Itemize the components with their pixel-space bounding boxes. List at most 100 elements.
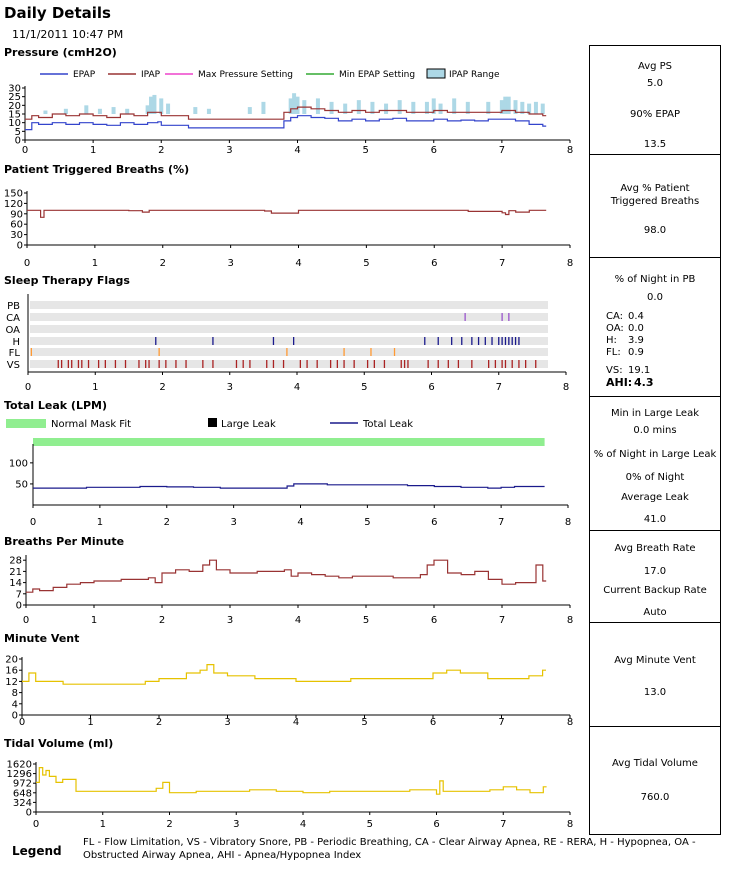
- triggered-x-tick-label: 2: [160, 258, 166, 269]
- ipap-range-bar: [149, 96, 154, 114]
- ipap-range-bar: [145, 105, 150, 114]
- stats-flags: % of Night in PB 0.0 CA: 0.4 OA: 0.0 H: …: [590, 258, 720, 397]
- leak-x-tick-label: 3: [230, 517, 236, 528]
- stats-leak: Min in Large Leak 0.0 mins % of Night in…: [590, 397, 720, 531]
- mvent-x-tick-label: 0: [19, 717, 25, 728]
- ca-value: 0.4: [628, 311, 644, 322]
- pressure-legend-label: IPAP: [141, 70, 161, 80]
- ipap-range-bar: [166, 103, 171, 114]
- mvent-y-tick-label: 20: [5, 655, 18, 666]
- ipap-range-bar: [513, 100, 518, 114]
- leak-y-tick-label: 100: [9, 458, 28, 469]
- pressure-y-tick-label: 15: [8, 110, 21, 121]
- pressure-x-tick-label: 6: [431, 145, 437, 156]
- bpm-x-tick-label: 6: [431, 615, 437, 626]
- ipap-range-bar: [438, 103, 443, 114]
- leak-x-tick-label: 2: [164, 517, 170, 528]
- avg-tidal-volume-label: Avg Tidal Volume: [612, 758, 698, 769]
- stats-bpm: Avg Breath Rate 17.0 Current Backup Rate…: [590, 531, 720, 623]
- tidal-x-tick-label: 1: [100, 819, 106, 830]
- ipap-range-bar: [384, 103, 389, 114]
- ipap-range-bar: [97, 108, 102, 114]
- mvent-x-tick-label: 5: [361, 717, 367, 728]
- pb-value: 0.0: [647, 292, 663, 303]
- leak-x-tick-label: 7: [498, 517, 504, 528]
- flag-track-h: [30, 337, 548, 345]
- pressure-legend-label: Max Pressure Setting: [198, 70, 293, 80]
- flag-track-pb: [30, 301, 548, 309]
- pressure-x-tick-label: 5: [362, 145, 368, 156]
- mvent-y-tick-label: 12: [5, 677, 18, 688]
- mvent-x-tick-label: 6: [430, 717, 436, 728]
- ipap-range-bar: [295, 96, 300, 114]
- mvent-x-tick-label: 7: [498, 717, 504, 728]
- pressure-x-tick-label: 7: [499, 145, 505, 156]
- flag-track-fl: [30, 348, 548, 356]
- legend-title: Legend: [12, 844, 62, 858]
- ipap-range-bar: [247, 107, 252, 114]
- bpm-x-tick-label: 4: [295, 615, 301, 626]
- pressure-x-tick-label: 8: [567, 145, 573, 156]
- pressure-y-tick-label: 30: [8, 84, 21, 95]
- backup-rate-value: Auto: [643, 607, 667, 618]
- flag-row-label: FL: [9, 348, 21, 359]
- mvent-series-minute-vent: [22, 664, 546, 685]
- pressure-legend-label: Min EPAP Setting: [339, 70, 415, 80]
- h-label: H:: [606, 335, 617, 346]
- large-leak-swatch: [208, 418, 217, 427]
- normal-mask-fit-band: [33, 438, 545, 446]
- report-datetime: 11/1/2011 10:47 PM: [12, 28, 124, 41]
- bpm-x-tick-label: 2: [159, 615, 165, 626]
- ipap-range-bar: [527, 103, 532, 114]
- ipap-range-bar: [520, 101, 525, 114]
- flag-row-label: PB: [7, 301, 20, 312]
- mvent-x-tick-label: 4: [293, 717, 299, 728]
- bpm-x-tick-label: 8: [567, 615, 573, 626]
- triggered-x-tick-label: 6: [431, 258, 437, 269]
- triggered-label-2: Triggered Breaths: [610, 196, 700, 207]
- ipap-range-bar: [503, 96, 508, 114]
- pressure-legend-swatch: [426, 68, 446, 79]
- ipap-range-bar: [411, 101, 416, 114]
- leak-x-tick-label: 6: [431, 517, 437, 528]
- avg-leak-label: Average Leak: [621, 492, 689, 503]
- flags-x-tick-label: 0: [25, 382, 31, 393]
- tidal-x-tick-label: 8: [567, 819, 573, 830]
- pressure-title: Pressure (cmH2O): [4, 46, 117, 59]
- pressure-series-epap: [25, 115, 547, 131]
- triggered-y-tick-label: 150: [4, 189, 23, 200]
- flag-track-vs: [30, 360, 548, 368]
- bpm-x-tick-label: 3: [227, 615, 233, 626]
- ipap-range-bar: [315, 98, 320, 114]
- tidal-title: Tidal Volume (ml): [4, 737, 114, 750]
- tidal-y-tick-label: 324: [13, 798, 32, 809]
- triggered-y-tick-label: 90: [10, 209, 23, 220]
- ipap-range-bar: [465, 101, 470, 114]
- flags-x-tick-label: 7: [496, 382, 502, 393]
- ipap-range-bar: [397, 100, 402, 114]
- bpm-x-tick-label: 0: [23, 615, 29, 626]
- flag-row-label: VS: [7, 360, 20, 371]
- ipap-range-bar: [193, 107, 198, 114]
- avg-tidal-volume-value: 760.0: [640, 792, 670, 803]
- legend-text: FL - Flow Limitation, VS - Vibratory Sno…: [83, 837, 696, 861]
- mvent-y-tick-label: 4: [12, 699, 18, 710]
- pressure-x-tick-label: 1: [90, 145, 96, 156]
- pressure-x-tick-label: 0: [22, 145, 28, 156]
- ipap-range-bar: [540, 103, 545, 114]
- leak-title: Total Leak (LPM): [4, 399, 107, 412]
- bpm-y-tick-label: 21: [9, 567, 22, 578]
- triggered-label-1: Avg % Patient: [620, 183, 690, 194]
- leak-legend-label: Total Leak: [362, 419, 413, 430]
- fl-value: 0.9: [628, 347, 644, 358]
- flag-track-ca: [30, 313, 548, 321]
- tidal-x-tick-label: 0: [33, 819, 39, 830]
- triggered-x-tick-label: 0: [24, 258, 30, 269]
- bpm-series-breaths-per-minute: [26, 559, 547, 593]
- flag-track-oa: [30, 325, 548, 333]
- mvent-x-tick-label: 1: [87, 717, 93, 728]
- flags-x-tick-label: 8: [563, 382, 569, 393]
- stats-pressure: Avg PS 5.0 90% EPAP 13.5: [590, 46, 720, 155]
- triggered-value: 98.0: [643, 225, 667, 236]
